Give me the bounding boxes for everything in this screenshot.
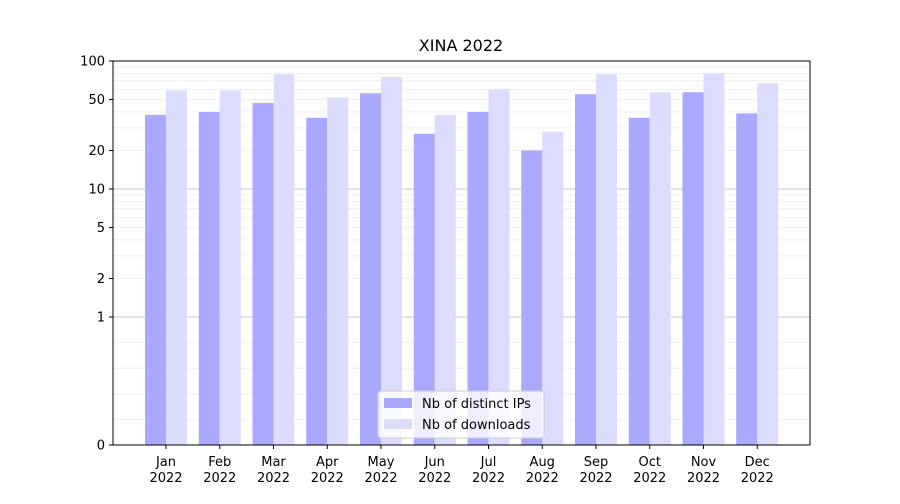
x-tick-label: Jan 2022 [149,455,182,486]
plot-frame [112,60,811,446]
chart-title: XINA 2022 [419,36,503,55]
bar-distinct-ips [521,150,543,446]
bar-distinct-ips [628,117,650,446]
y-tick-label: 10 [88,183,105,198]
x-tick-label: Apr 2022 [311,455,344,486]
y-tick-label: 0 [97,439,105,454]
bar-downloads [273,74,295,445]
x-tick-label: Aug 2022 [526,455,559,486]
legend-label: Nb of distinct IPs [422,397,531,412]
bar-distinct-ips [306,117,328,446]
bar-distinct-ips [467,111,489,446]
bar-distinct-ips [198,111,220,446]
bar-downloads [703,73,725,445]
bar-distinct-ips [575,94,596,445]
legend: Nb of distinct IPs Nb of downloads [377,390,545,439]
y-tick-label: 50 [88,93,105,108]
legend-box [377,390,545,439]
bar-downloads [381,76,402,445]
y-axis: 0 1 2 5 10 20 50 100 [80,55,113,454]
x-tick-label: May 2022 [364,455,397,486]
bar-distinct-ips [145,114,166,446]
y-tick-label: 20 [88,144,105,159]
y-tick-label: 100 [80,55,105,70]
y-tick-label: 1 [97,311,105,326]
bar-downloads [596,74,617,445]
bar-downloads [166,90,187,446]
x-axis: Jan 2022 Feb 2022 Mar 2022 Apr 2022 May 2022 Jun 20… [149,445,774,486]
x-tick-label: Jun 2022 [418,455,451,486]
bar-distinct-ips [413,133,435,445]
bar-distinct-ips [360,93,381,445]
x-tick-label: Mar 2022 [257,455,290,486]
bar-downloads [327,97,349,446]
bars [145,73,779,446]
bar-downloads [542,131,564,445]
bar-downloads [488,89,510,445]
y-tick-label: 5 [97,221,105,236]
y-tick-label: 2 [97,272,105,287]
bar-downloads [219,90,241,446]
legend-swatch [384,398,412,408]
x-tick-label: Sep 2022 [579,455,612,486]
x-tick-label: Jul 2022 [472,455,505,486]
x-tick-label: Feb 2022 [203,455,236,486]
bar-distinct-ips [736,113,758,446]
legend-label: Nb of downloads [422,418,531,433]
bar-distinct-ips [252,102,274,446]
x-tick-label: Nov 2022 [687,455,720,486]
x-tick-label: Oct 2022 [633,455,666,486]
x-tick-label: Dec 2022 [741,455,774,486]
bar-downloads [434,114,456,446]
bar-downloads [649,92,671,445]
legend-swatch [384,419,412,429]
bar-downloads [757,83,779,446]
bar-distinct-ips [682,92,704,445]
